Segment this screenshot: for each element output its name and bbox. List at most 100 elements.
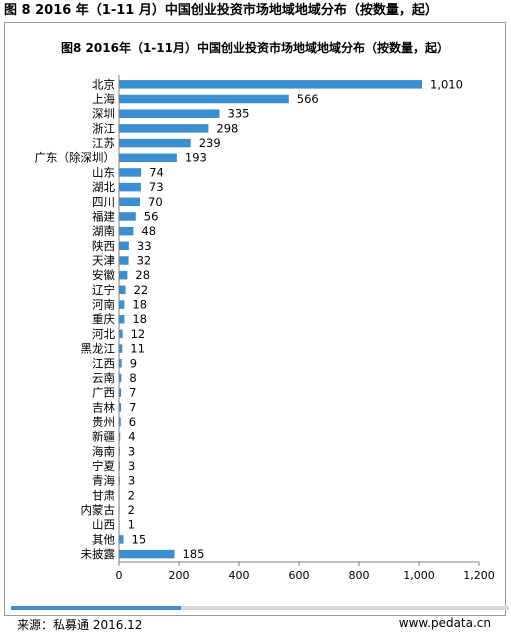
category-label: 吉林 (92, 400, 115, 414)
value-label: 48 (141, 224, 156, 238)
value-label: 193 (185, 151, 207, 165)
value-label: 32 (137, 254, 152, 268)
value-label: 74 (149, 165, 164, 179)
value-label: 73 (149, 180, 164, 194)
category-label: 北京 (92, 77, 115, 91)
category-label: 云南 (92, 371, 115, 385)
value-label: 2 (128, 488, 135, 502)
bar (119, 329, 123, 339)
footer-divider (11, 606, 509, 610)
value-label: 566 (297, 92, 319, 106)
value-label: 6 (129, 415, 136, 429)
category-label: 浙江 (92, 121, 115, 135)
value-label: 8 (129, 371, 136, 385)
category-label: 湖北 (92, 180, 115, 194)
value-label: 11 (130, 342, 145, 356)
bar (119, 432, 121, 441)
bar (119, 80, 422, 89)
value-label: 3 (128, 474, 135, 488)
bar (119, 197, 140, 207)
value-label: 18 (132, 312, 147, 326)
category-label: 青海 (92, 474, 115, 488)
bar (119, 241, 129, 251)
category-label: 天津 (92, 254, 115, 268)
bar (119, 388, 122, 397)
x-tick-label: 600 (289, 569, 310, 582)
bar (119, 359, 122, 368)
chart-title: 图8 2016年（1-11月）中国创业投资市场地域地域分布（按数量，起） (61, 40, 449, 55)
bar (119, 212, 136, 221)
category-label: 山西 (92, 518, 115, 532)
category-label: 辽宁 (92, 283, 115, 297)
value-label: 56 (144, 209, 159, 223)
value-label: 239 (199, 136, 221, 150)
x-tick-label: 0 (116, 569, 123, 582)
category-label: 宁夏 (92, 459, 115, 473)
value-label: 3 (128, 459, 135, 473)
value-label: 1 (128, 518, 135, 532)
bar (119, 256, 129, 265)
value-label: 2 (128, 503, 135, 517)
category-label: 福建 (92, 209, 115, 223)
value-label: 15 (132, 532, 147, 546)
value-label: 22 (134, 283, 149, 297)
category-label: 甘肃 (92, 488, 115, 502)
bar (119, 417, 121, 427)
x-tick-label: 400 (229, 569, 250, 582)
page-title: 图 8 2016 年（1-11 月）中国创业投资市场地域地域分布（按数量，起） (4, 3, 438, 18)
category-label: 海南 (92, 444, 115, 458)
bar (119, 153, 177, 162)
category-label: 广西 (92, 386, 115, 400)
x-tick-label: 200 (169, 569, 190, 582)
value-label: 9 (130, 356, 137, 370)
bar (119, 94, 289, 104)
value-label: 18 (132, 298, 147, 312)
category-label: 河南 (92, 298, 115, 312)
category-label: 其他 (92, 532, 115, 546)
chart-frame: 图8 2016年（1-11月）中国创业投资市场地域地域分布（按数量，起） 北京 1… (4, 22, 509, 632)
bar (119, 300, 125, 309)
category-label: 山东 (92, 165, 115, 179)
value-label: 7 (129, 400, 136, 414)
bar (119, 270, 128, 280)
x-tick-label: 1,000 (403, 569, 435, 582)
x-tick-label: 800 (349, 569, 370, 582)
value-label: 298 (216, 121, 238, 135)
bar (119, 109, 220, 118)
value-label: 7 (129, 386, 136, 400)
value-label: 4 (128, 430, 135, 444)
category-label: 贵州 (92, 415, 115, 429)
bar (119, 182, 141, 192)
category-label: 黑龙江 (81, 342, 116, 356)
bar (119, 168, 142, 177)
bar (119, 373, 122, 383)
value-label: 1,010 (430, 77, 463, 91)
website-link[interactable]: www.pedata.cn (398, 616, 491, 630)
value-label: 185 (183, 547, 205, 561)
category-label: 河北 (92, 327, 115, 341)
category-label: 江苏 (92, 136, 115, 150)
footer-divider-accent (11, 606, 181, 610)
category-label: 上海 (92, 92, 115, 106)
category-label: 新疆 (92, 430, 115, 444)
category-label: 深圳 (92, 107, 115, 121)
bar (119, 138, 191, 148)
bar (119, 285, 126, 295)
category-label: 陕西 (92, 239, 115, 253)
value-label: 335 (228, 107, 250, 121)
bar (119, 344, 123, 353)
axis-group: 0 200 400 600 800 1,000 1,200 (116, 75, 495, 582)
x-tick-label: 1,200 (463, 569, 495, 582)
category-label: 湖南 (92, 224, 115, 238)
category-label: 内蒙古 (81, 503, 116, 517)
value-label: 33 (137, 239, 152, 253)
category-label: 广东（除深圳） (35, 151, 116, 165)
bar (119, 124, 209, 133)
category-label: 重庆 (92, 312, 115, 326)
category-label: 安徽 (92, 268, 115, 282)
category-label: 江西 (92, 356, 115, 370)
category-label: 未披露 (81, 547, 116, 561)
bar (119, 314, 125, 324)
bar (119, 403, 122, 412)
value-label: 12 (131, 327, 146, 341)
